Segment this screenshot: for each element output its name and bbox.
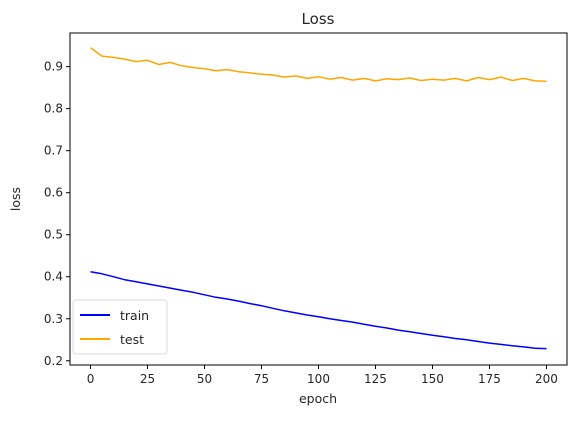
y-tick-label: 0.5: [44, 228, 63, 242]
x-tick-label: 50: [197, 372, 212, 386]
x-tick-label: 25: [140, 372, 155, 386]
x-tick-label: 175: [478, 372, 501, 386]
series-line-test: [90, 47, 547, 83]
x-tick-label: 150: [421, 372, 444, 386]
legend-box: [72, 299, 168, 355]
x-tick-label: 200: [535, 372, 558, 386]
y-tick-label: 0.6: [44, 186, 63, 200]
legend-label-train: train: [120, 308, 149, 323]
x-tick-label: 0: [87, 372, 95, 386]
x-tick-label: 75: [254, 372, 269, 386]
y-tick-label: 0.4: [44, 270, 63, 284]
x-tick-label: 100: [307, 372, 330, 386]
y-tick-label: 0.2: [44, 354, 63, 368]
y-tick-label: 0.8: [44, 102, 63, 116]
x-tick-label: 125: [364, 372, 387, 386]
x-axis-ticks: 0 25 50 75 100 125 150 175 200: [87, 365, 558, 386]
series-lines: [90, 47, 547, 350]
y-tick-label: 0.7: [44, 144, 63, 158]
y-axis-ticks: 0.2 0.3 0.4 0.5 0.6 0.7 0.8 0.9: [44, 60, 70, 368]
legend-label-test: test: [120, 332, 144, 347]
y-axis-label: loss: [8, 187, 23, 211]
series-line-train: [90, 270, 547, 350]
x-axis-label: epoch: [299, 391, 337, 406]
legend: train test: [72, 299, 168, 355]
chart-title: Loss: [302, 10, 335, 28]
y-tick-label: 0.3: [44, 312, 63, 326]
y-tick-label: 0.9: [44, 60, 63, 74]
